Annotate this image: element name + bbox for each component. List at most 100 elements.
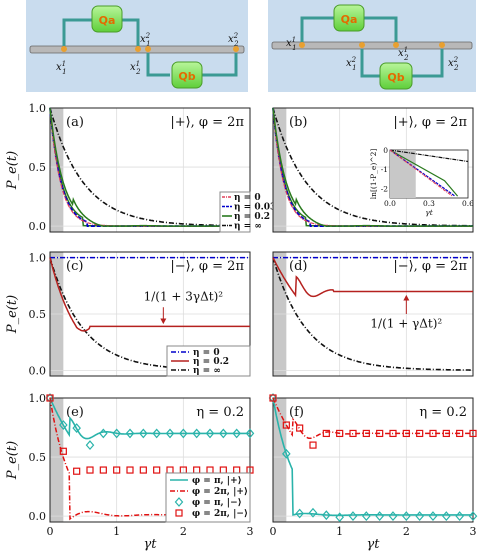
series-marker-pi-minus: [85, 440, 95, 451]
series-line-eta-0.2: [272, 257, 473, 298]
coupler-wire: [62, 18, 92, 46]
panel-label: (e): [66, 405, 84, 420]
series-marker-pi-minus: [468, 511, 478, 522]
series-marker-2pi-minus: [442, 429, 450, 438]
legend-label: η = 0: [234, 193, 261, 203]
plot-frame: [272, 107, 474, 233]
point-label: x1 2: [398, 46, 409, 62]
panel-label: (a): [66, 115, 84, 130]
y-tick-label: 0.0: [29, 510, 47, 523]
series-marker-2pi-minus: [193, 466, 201, 474]
point-label: x2 2: [228, 32, 239, 48]
coupler-wire: [202, 53, 238, 77]
series-line-eta-0.03: [272, 107, 473, 227]
series-marker-2pi-minus: [389, 429, 397, 438]
series-marker-pi-minus: [295, 508, 304, 519]
inset-y-tick: 0: [383, 146, 388, 155]
plot-frame: [272, 397, 474, 523]
coupling-point: [359, 42, 365, 48]
legend-box: [165, 472, 251, 523]
inset-y-tick: -2: [381, 184, 389, 193]
series-marker-pi-minus: [112, 428, 121, 439]
qubit-b-label: Qb: [387, 71, 404, 84]
legend-label: η = ∞: [193, 366, 221, 376]
inset-shade: [390, 150, 416, 198]
coupler-wire: [122, 18, 140, 46]
inset-x-tick: 0.0: [384, 199, 396, 208]
series-line-pi-plus: [272, 397, 473, 517]
series-marker-pi-minus: [375, 511, 384, 522]
point-label: x1 1: [56, 60, 67, 76]
plot-frame: [49, 397, 251, 523]
series-marker-2pi-minus: [429, 429, 437, 438]
series-marker-pi-minus: [362, 511, 371, 522]
series-marker-pi-minus: [139, 428, 148, 439]
qubit-b-label: Qb: [178, 70, 195, 83]
series-marker-2pi-minus: [469, 429, 477, 438]
legend-swatch: [174, 497, 184, 507]
inset-line-eta-0: [389, 149, 453, 197]
panel-title: |−⟩, φ = 2π: [393, 259, 467, 274]
series-marker-2pi-minus: [46, 394, 54, 402]
delay-shade: [273, 398, 287, 522]
series-marker-pi-minus: [268, 393, 278, 403]
legend-label: φ = π, |−⟩: [192, 498, 242, 508]
inset-y-label: ln[(1-P_e)^2]: [369, 149, 378, 200]
coupling-point: [61, 46, 67, 52]
y-tick-label: 0.5: [29, 308, 47, 321]
qubit-b: [171, 61, 203, 89]
inset-x-label: γt: [425, 208, 433, 217]
series-marker-2pi-minus: [99, 466, 107, 474]
series-marker-2pi-minus: [166, 466, 174, 474]
y-tick-label: 1.0: [29, 392, 47, 405]
legend-label: η = 0: [193, 348, 220, 358]
series-marker-2pi-minus: [362, 429, 370, 438]
point-label: x1 1: [286, 36, 297, 52]
series-marker-pi-minus: [402, 511, 411, 522]
coupling-point: [145, 46, 151, 52]
series-marker-pi-minus: [219, 428, 228, 439]
series-marker-2pi-minus: [86, 466, 94, 474]
series-marker-2pi-minus: [282, 421, 290, 429]
legend-label: η = 0.2: [193, 357, 229, 367]
inset-x-tick: 0.6: [462, 199, 474, 208]
series-marker-2pi-minus: [73, 467, 81, 475]
series-marker-2pi-minus: [309, 441, 317, 449]
series-line-eta-inf: [272, 107, 473, 227]
inset-line-eta-0.2: [389, 149, 459, 197]
series-line-eta-inf: [272, 257, 473, 371]
series-line-2pi-plus: [272, 397, 473, 439]
coupler-wire: [300, 16, 334, 42]
coupler-wire: [364, 16, 398, 42]
point-label: x2 1: [140, 32, 151, 48]
legend-label: η = ∞: [234, 222, 262, 232]
series-line-eta-0.2: [272, 107, 473, 227]
series-marker-2pi-minus: [296, 424, 304, 432]
series-marker-2pi-minus: [153, 466, 161, 474]
series-marker-pi-minus: [388, 511, 398, 522]
series-line-eta-0.2: [49, 257, 250, 332]
legend-label: η = 0.2: [234, 212, 270, 222]
series-marker-pi-minus: [125, 428, 135, 439]
series-line-pi-plus: [49, 397, 250, 440]
series-marker-pi-minus: [442, 511, 451, 522]
legend-label: φ = 2π, |+⟩: [192, 487, 248, 497]
coupling-point: [135, 46, 141, 52]
qubit-a: [333, 4, 365, 32]
series-marker-2pi-minus: [59, 447, 67, 455]
chart-panel: 0.0 0.5 1.0 (c) |−⟩, φ = 2π P_e(t) 1/(1 + 3γΔt…: [5, 251, 251, 377]
inset-x-tick: 0.3: [423, 199, 435, 208]
series-marker-pi-minus: [308, 507, 318, 518]
panel-label: (d): [289, 259, 307, 274]
y-tick-label: 0.5: [29, 161, 47, 174]
chart-panel: 0.00.51.00 1 2 3(e) η = 0.2P_e(t)φ = π, |+⟩φ…: [5, 392, 255, 538]
panel-label: (c): [66, 259, 83, 274]
series-marker-2pi-minus: [456, 429, 464, 438]
panel-title: |+⟩, φ = 2π: [393, 115, 467, 130]
annotation-arrowhead: [160, 318, 167, 325]
annotation-text: 1/(1 + γΔt)²: [370, 317, 442, 331]
x-tick-label: 0: [270, 525, 277, 538]
chart-panel: 0.00.51.0(a) |+⟩, φ = 2πP_e(t)η = 0η = 0.…: [5, 102, 276, 233]
y-axis-label: P_e(t): [5, 441, 20, 480]
x-axis-label: γt: [367, 537, 381, 552]
